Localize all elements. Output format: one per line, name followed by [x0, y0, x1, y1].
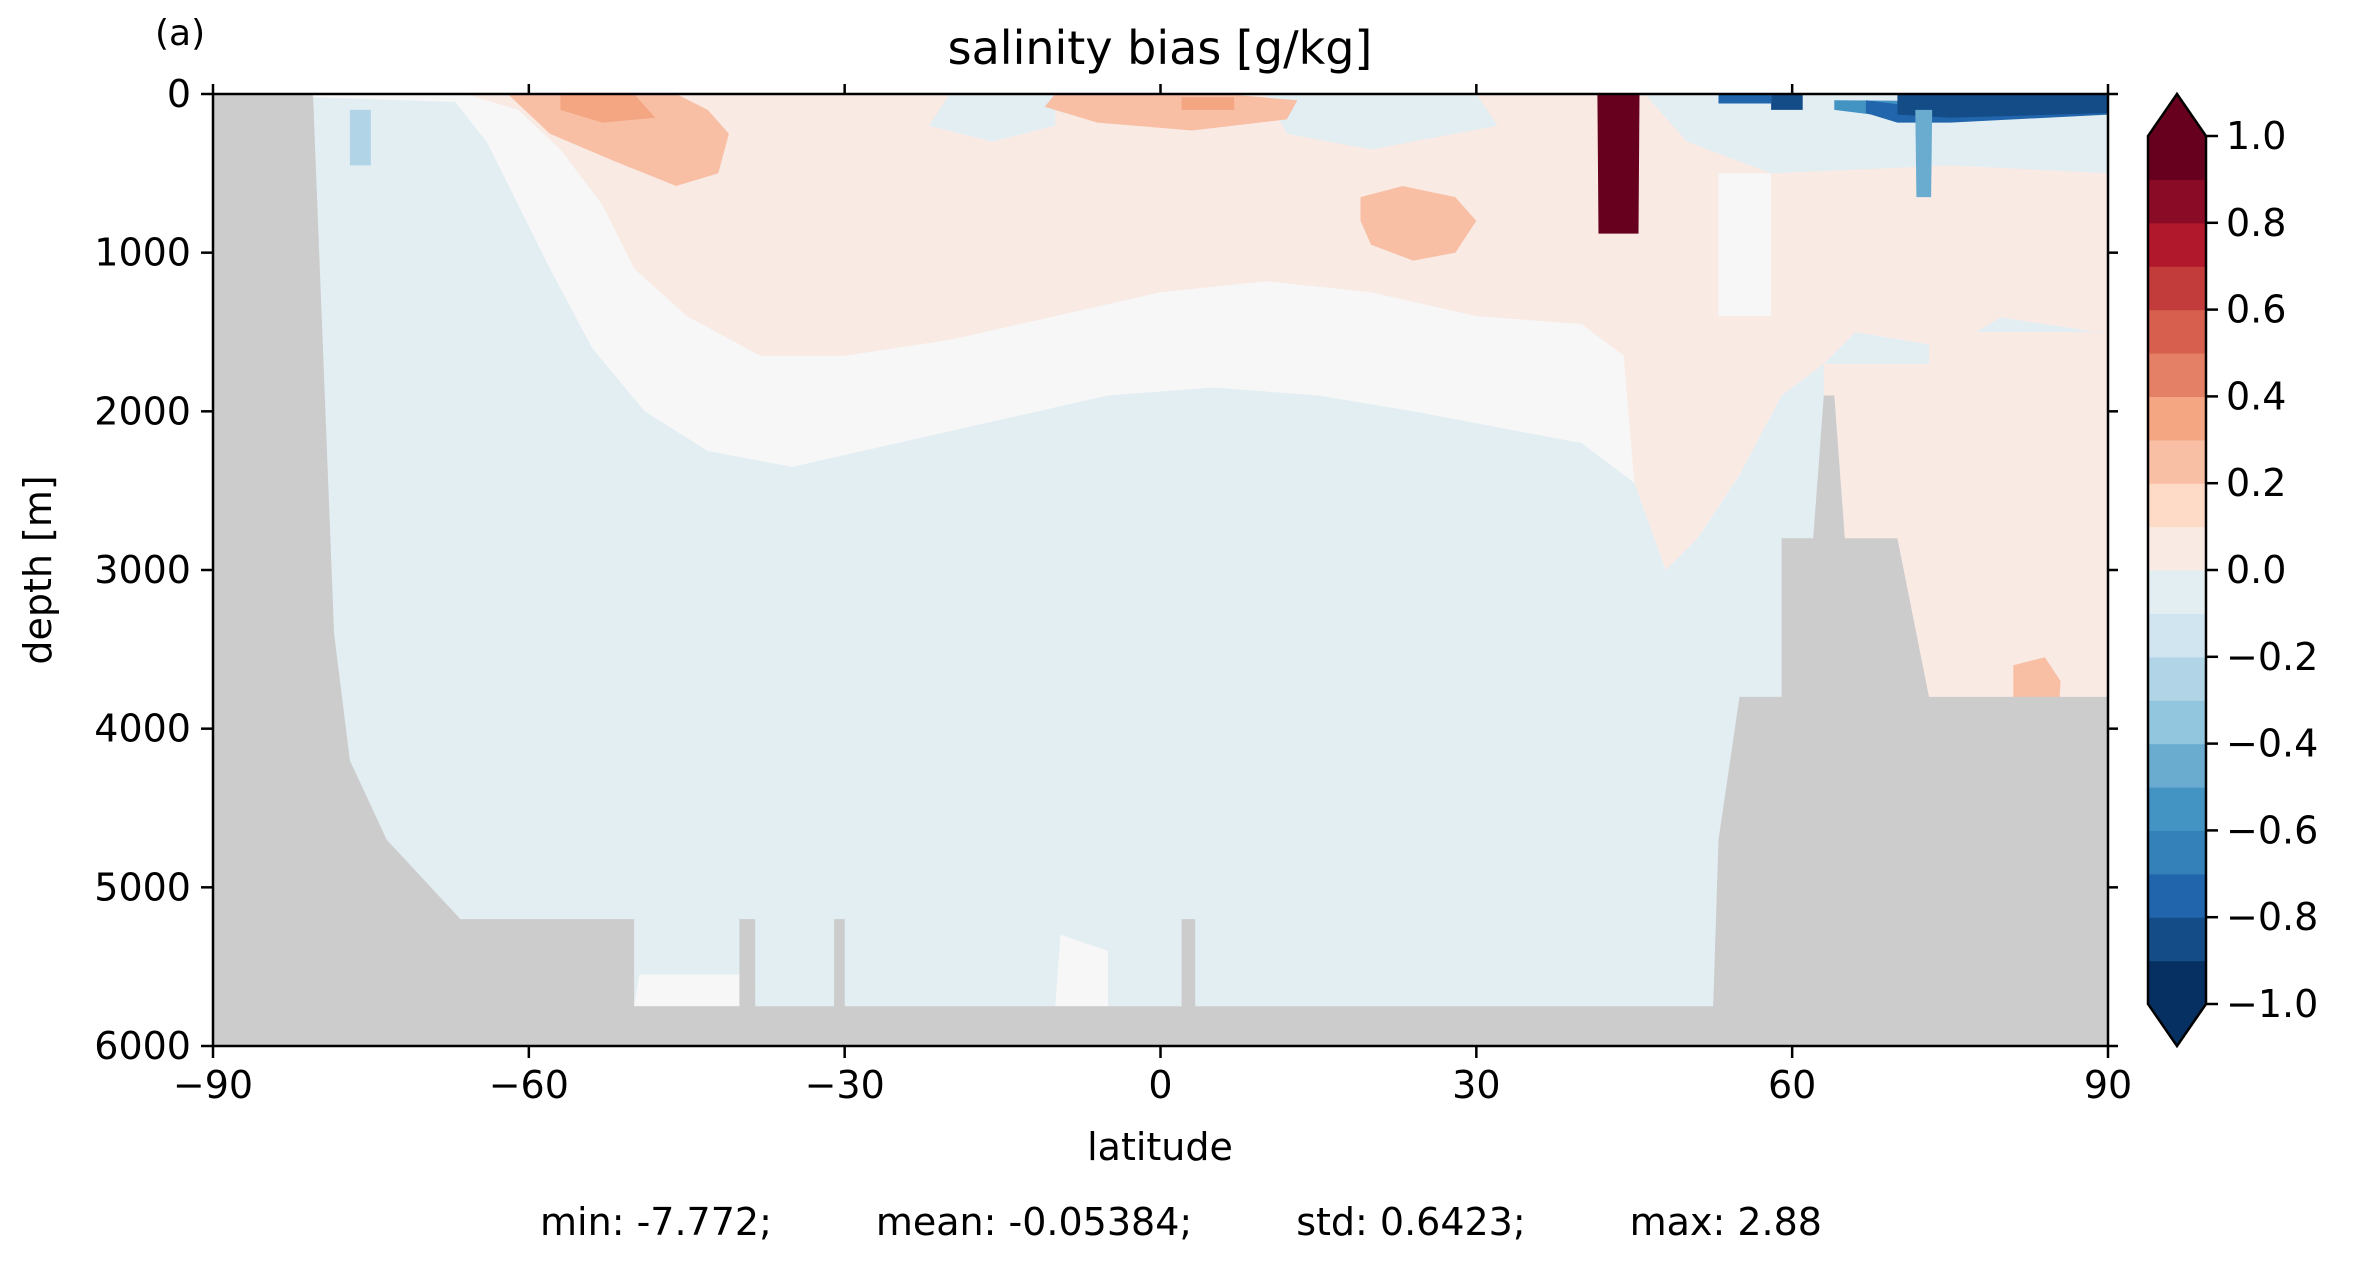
- bias-region-14: [1823, 189, 2108, 364]
- bias-region-1: [313, 94, 498, 793]
- bias-region-28: [1718, 94, 1772, 104]
- y-tick-label: 4000: [94, 707, 191, 751]
- bias-region-29: [1915, 109, 1933, 198]
- colorbar-tick-label: 1.0: [2226, 114, 2286, 158]
- colorbar-tick-label: 0.8: [2226, 201, 2286, 245]
- colorbar-band: [2148, 743, 2206, 788]
- bias-region-31: [1597, 94, 1640, 234]
- bias-region-8: [1055, 934, 1108, 1007]
- colorbar-tick-label: 0.0: [2226, 548, 2286, 592]
- chart-title: salinity bias [g/kg]: [948, 21, 1373, 75]
- y-tick-label: 5000: [94, 865, 191, 909]
- bias-region-10: [928, 94, 1056, 142]
- y-axis-label: depth [m]: [16, 475, 60, 664]
- y-tick-label: 1000: [94, 231, 191, 275]
- bias-region-30: [349, 109, 371, 166]
- x-tick-label: 60: [1768, 1063, 1816, 1107]
- x-tick-label: −90: [173, 1063, 253, 1107]
- x-tick-label: 30: [1452, 1063, 1500, 1107]
- colorbar-tick-label: −0.4: [2226, 722, 2318, 766]
- colorbar: −1.0 −0.8 −0.6 −0.4 −0.2 0.0 0.2 0.4 0.6 0.8 1.0: [2146, 91, 2318, 1049]
- colorbar-band: [2148, 873, 2206, 918]
- colorbar-band: [2148, 483, 2206, 528]
- colorbar-band: [2148, 222, 2206, 267]
- colorbar-band: [2148, 309, 2206, 354]
- colorbar-tick-label: 0.6: [2226, 288, 2286, 332]
- y-tick-label: 6000: [94, 1024, 191, 1068]
- colorbar-tick-label: −1.0: [2226, 982, 2318, 1026]
- statistics-line: min: -7.772; mean: -0.05384; std: 0.6423; m…: [0, 1200, 2362, 1244]
- colorbar-band: [2148, 917, 2206, 962]
- bias-contours: [213, 94, 2108, 1046]
- colorbar-band: [2148, 613, 2206, 658]
- colorbar-band: [2148, 396, 2206, 441]
- y-tick-label: 3000: [94, 548, 191, 592]
- panel-label: (a): [155, 13, 205, 54]
- bathymetry-land-mask: [213, 94, 2108, 1046]
- bias-region-9: [465, 94, 2108, 570]
- x-axis: −90 −60 −30 0 30 60 90: [173, 84, 2132, 1107]
- colorbar-tick-label: 0.4: [2226, 374, 2286, 418]
- colorbar-band: [2148, 439, 2206, 484]
- x-tick-label: 0: [1148, 1063, 1172, 1107]
- colorbar-band: [2148, 526, 2206, 571]
- x-tick-label: −30: [805, 1063, 885, 1107]
- x-axis-label: latitude: [1087, 1125, 1233, 1169]
- bias-region-26: [1897, 94, 2108, 118]
- colorbar-band: [2148, 353, 2206, 397]
- bias-region-22: [1181, 97, 1235, 110]
- y-tick-label: 2000: [94, 389, 191, 433]
- bias-region-27: [1771, 94, 1803, 110]
- colorbar-tick-label: −0.6: [2226, 808, 2318, 852]
- stat-min: min: -7.772;: [540, 1200, 772, 1244]
- colorbar-band: [2148, 179, 2206, 224]
- colorbar-band: [2148, 136, 2206, 180]
- colorbar-band: [2148, 830, 2206, 875]
- colorbar-extend-max: [2148, 94, 2206, 136]
- colorbar-band: [2148, 656, 2206, 701]
- colorbar-tick-label: 0.2: [2226, 461, 2286, 505]
- y-tick-label: 0: [167, 72, 191, 116]
- stat-mean: mean: -0.05384;: [875, 1200, 1193, 1244]
- bias-region-11: [1265, 94, 1498, 150]
- bias-region-20: [1360, 186, 1477, 261]
- bias-region-3: [755, 958, 908, 1007]
- stat-max: max: 2.88: [1629, 1200, 1822, 1244]
- colorbar-band: [2148, 960, 2206, 1005]
- x-tick-label: −60: [489, 1063, 569, 1107]
- colorbar-tick-label: −0.8: [2226, 895, 2318, 939]
- colorbar-band: [2148, 266, 2206, 311]
- bias-region-7: [634, 974, 740, 1007]
- x-tick-label: 90: [2084, 1063, 2132, 1107]
- bias-region-16: [1929, 332, 2108, 697]
- stat-std: std: 0.6423;: [1296, 1200, 1526, 1244]
- bias-region-19: [1044, 94, 1298, 131]
- colorbar-band: [2148, 700, 2206, 745]
- plot-area: [213, 94, 2108, 1046]
- colorbar-band: [2148, 787, 2206, 831]
- colorbar-extend-min: [2148, 1004, 2206, 1046]
- bias-region-21: [560, 94, 656, 123]
- colorbar-band: [2148, 570, 2206, 614]
- colorbar-tick-label: −0.2: [2226, 635, 2318, 679]
- bias-region-13: [1718, 173, 1772, 317]
- y-axis: 0 1000 2000 3000 4000 5000 6000: [94, 72, 2118, 1068]
- bias-region-18: [507, 94, 729, 186]
